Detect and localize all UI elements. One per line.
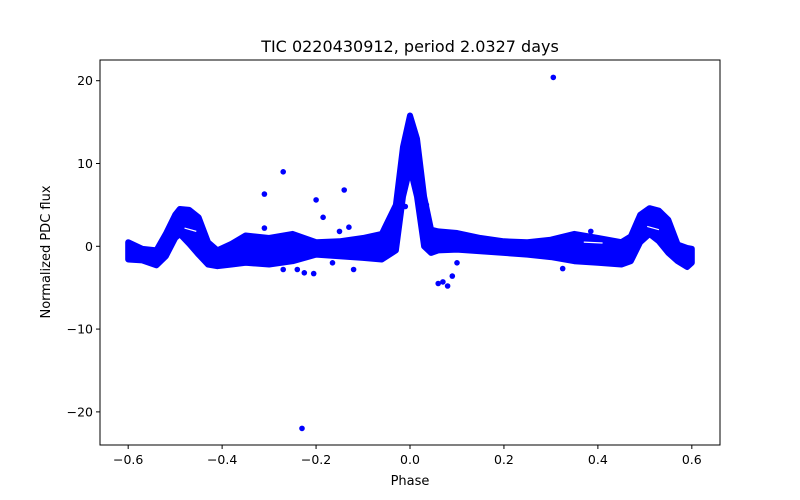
data-point — [329, 260, 336, 266]
data-point — [301, 270, 308, 276]
x-tick-label: −0.2 — [301, 452, 331, 467]
x-tick-label: 0.4 — [588, 452, 608, 467]
data-point — [261, 225, 268, 231]
y-axis-label: Normalized PDC flux — [39, 185, 54, 318]
x-tick-label: 0.0 — [400, 452, 420, 467]
data-point — [320, 214, 326, 221]
plot-area — [125, 74, 695, 432]
data-point — [280, 266, 287, 273]
data-point — [402, 203, 409, 210]
data-point — [280, 169, 287, 175]
data-points — [261, 74, 594, 432]
y-tick-label: 20 — [77, 73, 93, 88]
x-tick-label: −0.4 — [207, 452, 237, 467]
x-tick-label: −0.6 — [113, 452, 143, 467]
band-gap — [583, 241, 603, 244]
data-point — [550, 74, 557, 81]
data-point — [559, 265, 566, 272]
data-point — [423, 202, 430, 208]
data-point — [310, 270, 317, 277]
data-point — [336, 228, 343, 235]
data-point — [294, 266, 301, 273]
band-gap — [647, 225, 660, 231]
x-axis-label: Phase — [391, 474, 430, 489]
y-axis-ticks: 20 10 0 −10 −20 — [67, 73, 100, 419]
data-point — [588, 228, 594, 235]
x-tick-label: 0.6 — [682, 452, 702, 467]
y-tick-label: 10 — [77, 156, 93, 171]
chart-title: TIC 0220430912, period 2.0327 days — [260, 37, 559, 56]
band-gap — [184, 227, 197, 232]
data-band — [125, 112, 695, 270]
y-tick-label: −20 — [67, 404, 93, 419]
data-point — [444, 283, 451, 289]
y-tick-label: 0 — [85, 239, 93, 254]
x-axis-ticks: −0.6 −0.4 −0.2 0.0 0.2 0.4 0.6 — [113, 445, 702, 467]
data-point — [454, 260, 460, 266]
data-point — [261, 191, 268, 197]
data-point — [449, 273, 456, 279]
x-tick-label: 0.2 — [494, 452, 514, 467]
data-point — [440, 279, 446, 285]
data-point — [346, 224, 352, 230]
y-tick-label: −10 — [67, 322, 93, 337]
data-point — [350, 266, 357, 273]
data-point — [313, 197, 319, 203]
data-point — [435, 280, 442, 287]
light-curve-band — [125, 112, 695, 270]
data-point — [341, 187, 348, 193]
data-point — [299, 425, 305, 432]
